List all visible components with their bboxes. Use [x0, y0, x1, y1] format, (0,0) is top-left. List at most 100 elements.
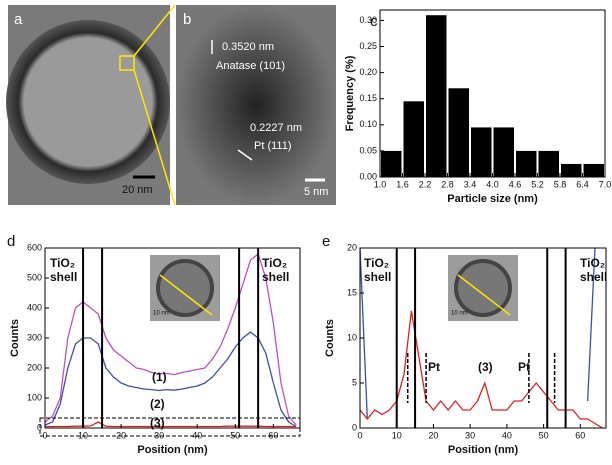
x-tick-label: 4.6 — [509, 179, 522, 189]
panel-c: 0.00 0.05 0.10 0.15 0.20 0.25 0.30 1.0 1.6 2.2 2.8… — [344, 9, 612, 205]
bar — [583, 163, 604, 177]
x-tick-label: 50 — [230, 430, 240, 440]
shell-label: TiO₂ — [50, 256, 75, 270]
plot — [381, 15, 604, 177]
x-tick-label: 1.6 — [396, 179, 409, 189]
inset-scale: 10 nm — [153, 311, 170, 317]
x-tick-label: 6.4 — [576, 179, 589, 189]
scale-label: 20 nm — [122, 184, 153, 196]
plot — [360, 248, 603, 428]
x-tick-label: 5.2 — [531, 179, 544, 189]
annotation: 0.3520 nm — [222, 41, 274, 53]
x-tick-label: 20 — [428, 430, 438, 440]
x-tick-label: 60 — [575, 430, 585, 440]
particle — [6, 20, 170, 184]
annotation: Pt — [428, 360, 440, 374]
x-tick-label: 2.8 — [441, 179, 454, 189]
panel-label: a — [14, 11, 23, 28]
bar — [516, 150, 537, 177]
y-tick-label: 15 — [347, 287, 357, 297]
bar — [448, 88, 469, 177]
x-tick-label: 40 — [192, 430, 202, 440]
x-tick-label: 4.0 — [486, 179, 499, 189]
x-tick-label: 60 — [268, 430, 278, 440]
y-tick-label: 5 — [352, 377, 357, 387]
inset-arrow — [457, 274, 511, 316]
bar — [538, 150, 559, 177]
panel-d: 0 100 200 300 400 500 600 0 10 20 30 40 50 60 Position… — [7, 233, 301, 456]
x-tick-label: 50 — [539, 430, 549, 440]
y-tick-label: 0.20 — [359, 67, 377, 77]
annotation: Anatase (101) — [216, 60, 285, 72]
x-tick-label: 5.8 — [554, 179, 567, 189]
plot-frame — [359, 247, 607, 429]
x-tick-label: 7.0 — [599, 179, 612, 189]
bar — [381, 150, 402, 177]
panel-a: a 20 nm — [6, 4, 176, 206]
inset-particle — [454, 259, 512, 317]
x-tick-label: 10 — [392, 430, 402, 440]
dashed-box — [39, 417, 301, 437]
y-tick-label: 0.25 — [359, 41, 377, 51]
shell-label: shell — [50, 270, 77, 284]
y-tick-label: 0 — [352, 422, 357, 432]
x-tick-label: 20 — [116, 430, 126, 440]
series-label: (3) — [150, 416, 165, 430]
panel-label: e — [322, 233, 330, 250]
shell-label: shell — [580, 270, 607, 284]
panel-label: c — [370, 13, 378, 30]
shell-label: shell — [262, 270, 289, 284]
bar — [493, 127, 514, 177]
y-tick-label: 400 — [27, 302, 42, 312]
y-tick-label: 500 — [27, 272, 42, 282]
x-tick-label: 30 — [465, 430, 475, 440]
panel-label: b — [183, 11, 191, 28]
y-tick-label: 0.00 — [359, 171, 377, 181]
plot-frame — [379, 9, 606, 178]
arrow — [237, 149, 253, 161]
plot-frame — [44, 247, 301, 429]
series-label: (2) — [150, 397, 165, 411]
x-tick-label: 1.0 — [374, 179, 387, 189]
y-tick-label: 0.30 — [359, 15, 377, 25]
x-tick-label: 3.4 — [464, 179, 477, 189]
annotation: Pt — [518, 360, 530, 374]
series-line — [360, 310, 603, 428]
shell-label: TiO₂ — [262, 256, 287, 270]
y-tick-label: 0.10 — [359, 119, 377, 129]
inset-scale: 10 nm — [451, 311, 468, 317]
x-tick-label: 0 — [42, 430, 47, 440]
series-label: (1) — [152, 370, 167, 384]
x-tick-label: 2.2 — [419, 179, 432, 189]
plot — [45, 248, 297, 428]
x-axis-label: Position (nm) — [448, 444, 519, 456]
inset-arrow — [159, 274, 213, 316]
x-tick-label: 10 — [78, 430, 88, 440]
inset-particle — [156, 259, 214, 317]
panel-e: 0 5 10 15 20 0 10 20 30 40 50 60 Position (nm) Counts… — [322, 233, 607, 456]
x-axis-label: Particle size (nm) — [447, 193, 538, 205]
annotation: Pt (111) — [254, 140, 292, 152]
hrtem-image — [176, 5, 336, 205]
annotation: (3) — [478, 360, 493, 374]
y-tick-label: 300 — [27, 332, 42, 342]
y-tick-label: 100 — [27, 392, 42, 402]
x-axis-label: Position (nm) — [137, 444, 208, 456]
y-tick-label: 20 — [347, 242, 357, 252]
y-tick-label: 0.05 — [359, 145, 377, 155]
y-tick-label: 0.15 — [359, 93, 377, 103]
y-axis-label: Counts — [324, 319, 336, 357]
bar — [471, 127, 492, 177]
y-tick-label: 600 — [27, 242, 42, 252]
zoom-box — [119, 55, 135, 71]
scale-label: 5 nm — [304, 186, 328, 198]
y-tick-label: 10 — [347, 332, 357, 342]
zoom-line — [133, 4, 176, 57]
panel-label: d — [7, 233, 15, 250]
shell-label: TiO₂ — [580, 256, 605, 270]
y-axis-label: Frequency (%) — [344, 55, 356, 131]
series-line — [45, 331, 297, 428]
shell-label: shell — [364, 270, 391, 284]
